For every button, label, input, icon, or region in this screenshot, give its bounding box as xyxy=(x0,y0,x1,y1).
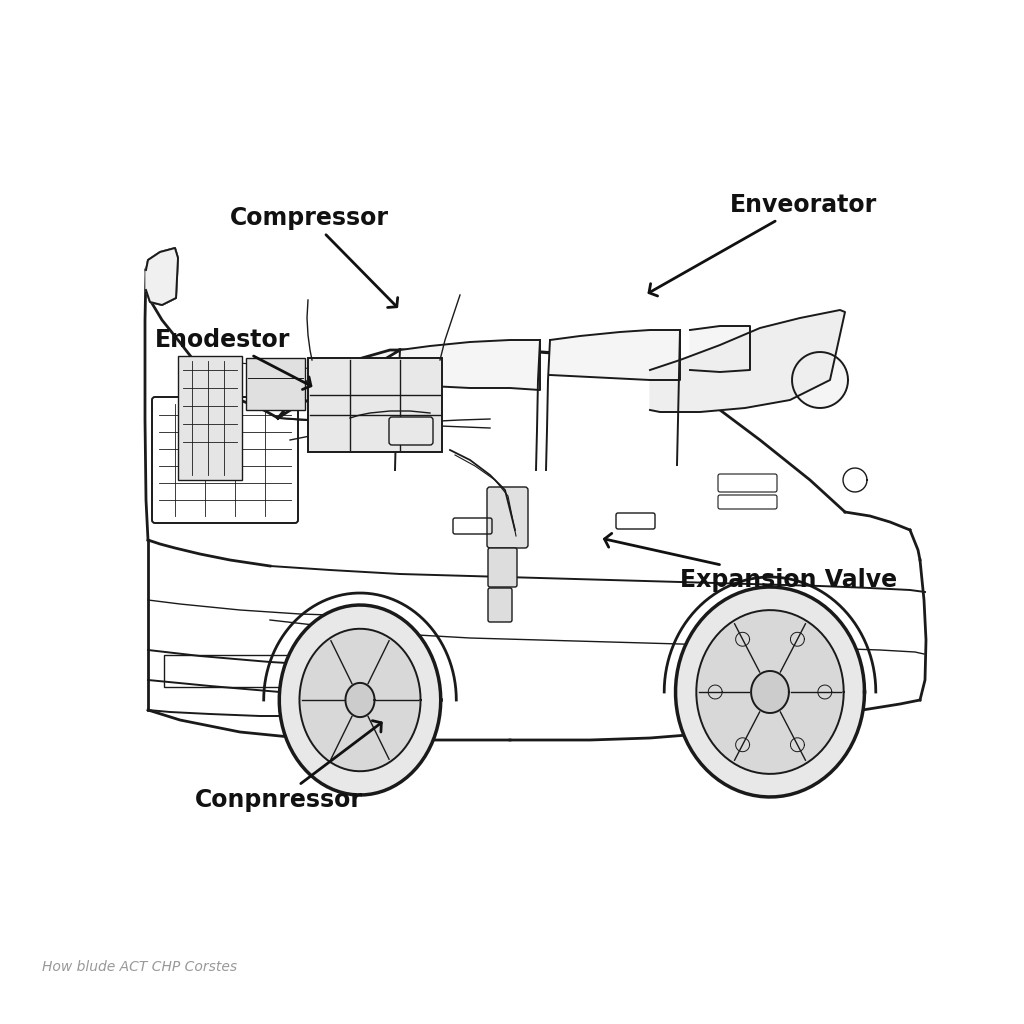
Polygon shape xyxy=(676,587,864,797)
Polygon shape xyxy=(696,610,844,774)
Polygon shape xyxy=(752,671,788,713)
Text: Compressor: Compressor xyxy=(230,206,397,307)
Polygon shape xyxy=(146,248,178,305)
FancyBboxPatch shape xyxy=(389,417,433,445)
Polygon shape xyxy=(690,326,750,372)
Polygon shape xyxy=(650,310,845,412)
Polygon shape xyxy=(299,629,421,771)
Polygon shape xyxy=(345,683,375,717)
FancyBboxPatch shape xyxy=(246,358,305,410)
Polygon shape xyxy=(278,350,400,418)
Polygon shape xyxy=(280,605,440,795)
Polygon shape xyxy=(792,352,848,408)
Text: Enodestor: Enodestor xyxy=(155,328,311,389)
FancyBboxPatch shape xyxy=(487,487,528,548)
Text: Enveorator: Enveorator xyxy=(649,193,878,296)
Text: Expansion Valve: Expansion Valve xyxy=(604,534,897,592)
Polygon shape xyxy=(550,330,680,380)
FancyBboxPatch shape xyxy=(488,548,517,587)
FancyBboxPatch shape xyxy=(308,358,442,452)
FancyBboxPatch shape xyxy=(488,588,512,622)
Polygon shape xyxy=(400,340,540,390)
FancyBboxPatch shape xyxy=(178,356,242,480)
Text: How blude ACT CHP Corstes: How blude ACT CHP Corstes xyxy=(42,961,238,974)
Text: Conpnressor: Conpnressor xyxy=(195,721,381,812)
